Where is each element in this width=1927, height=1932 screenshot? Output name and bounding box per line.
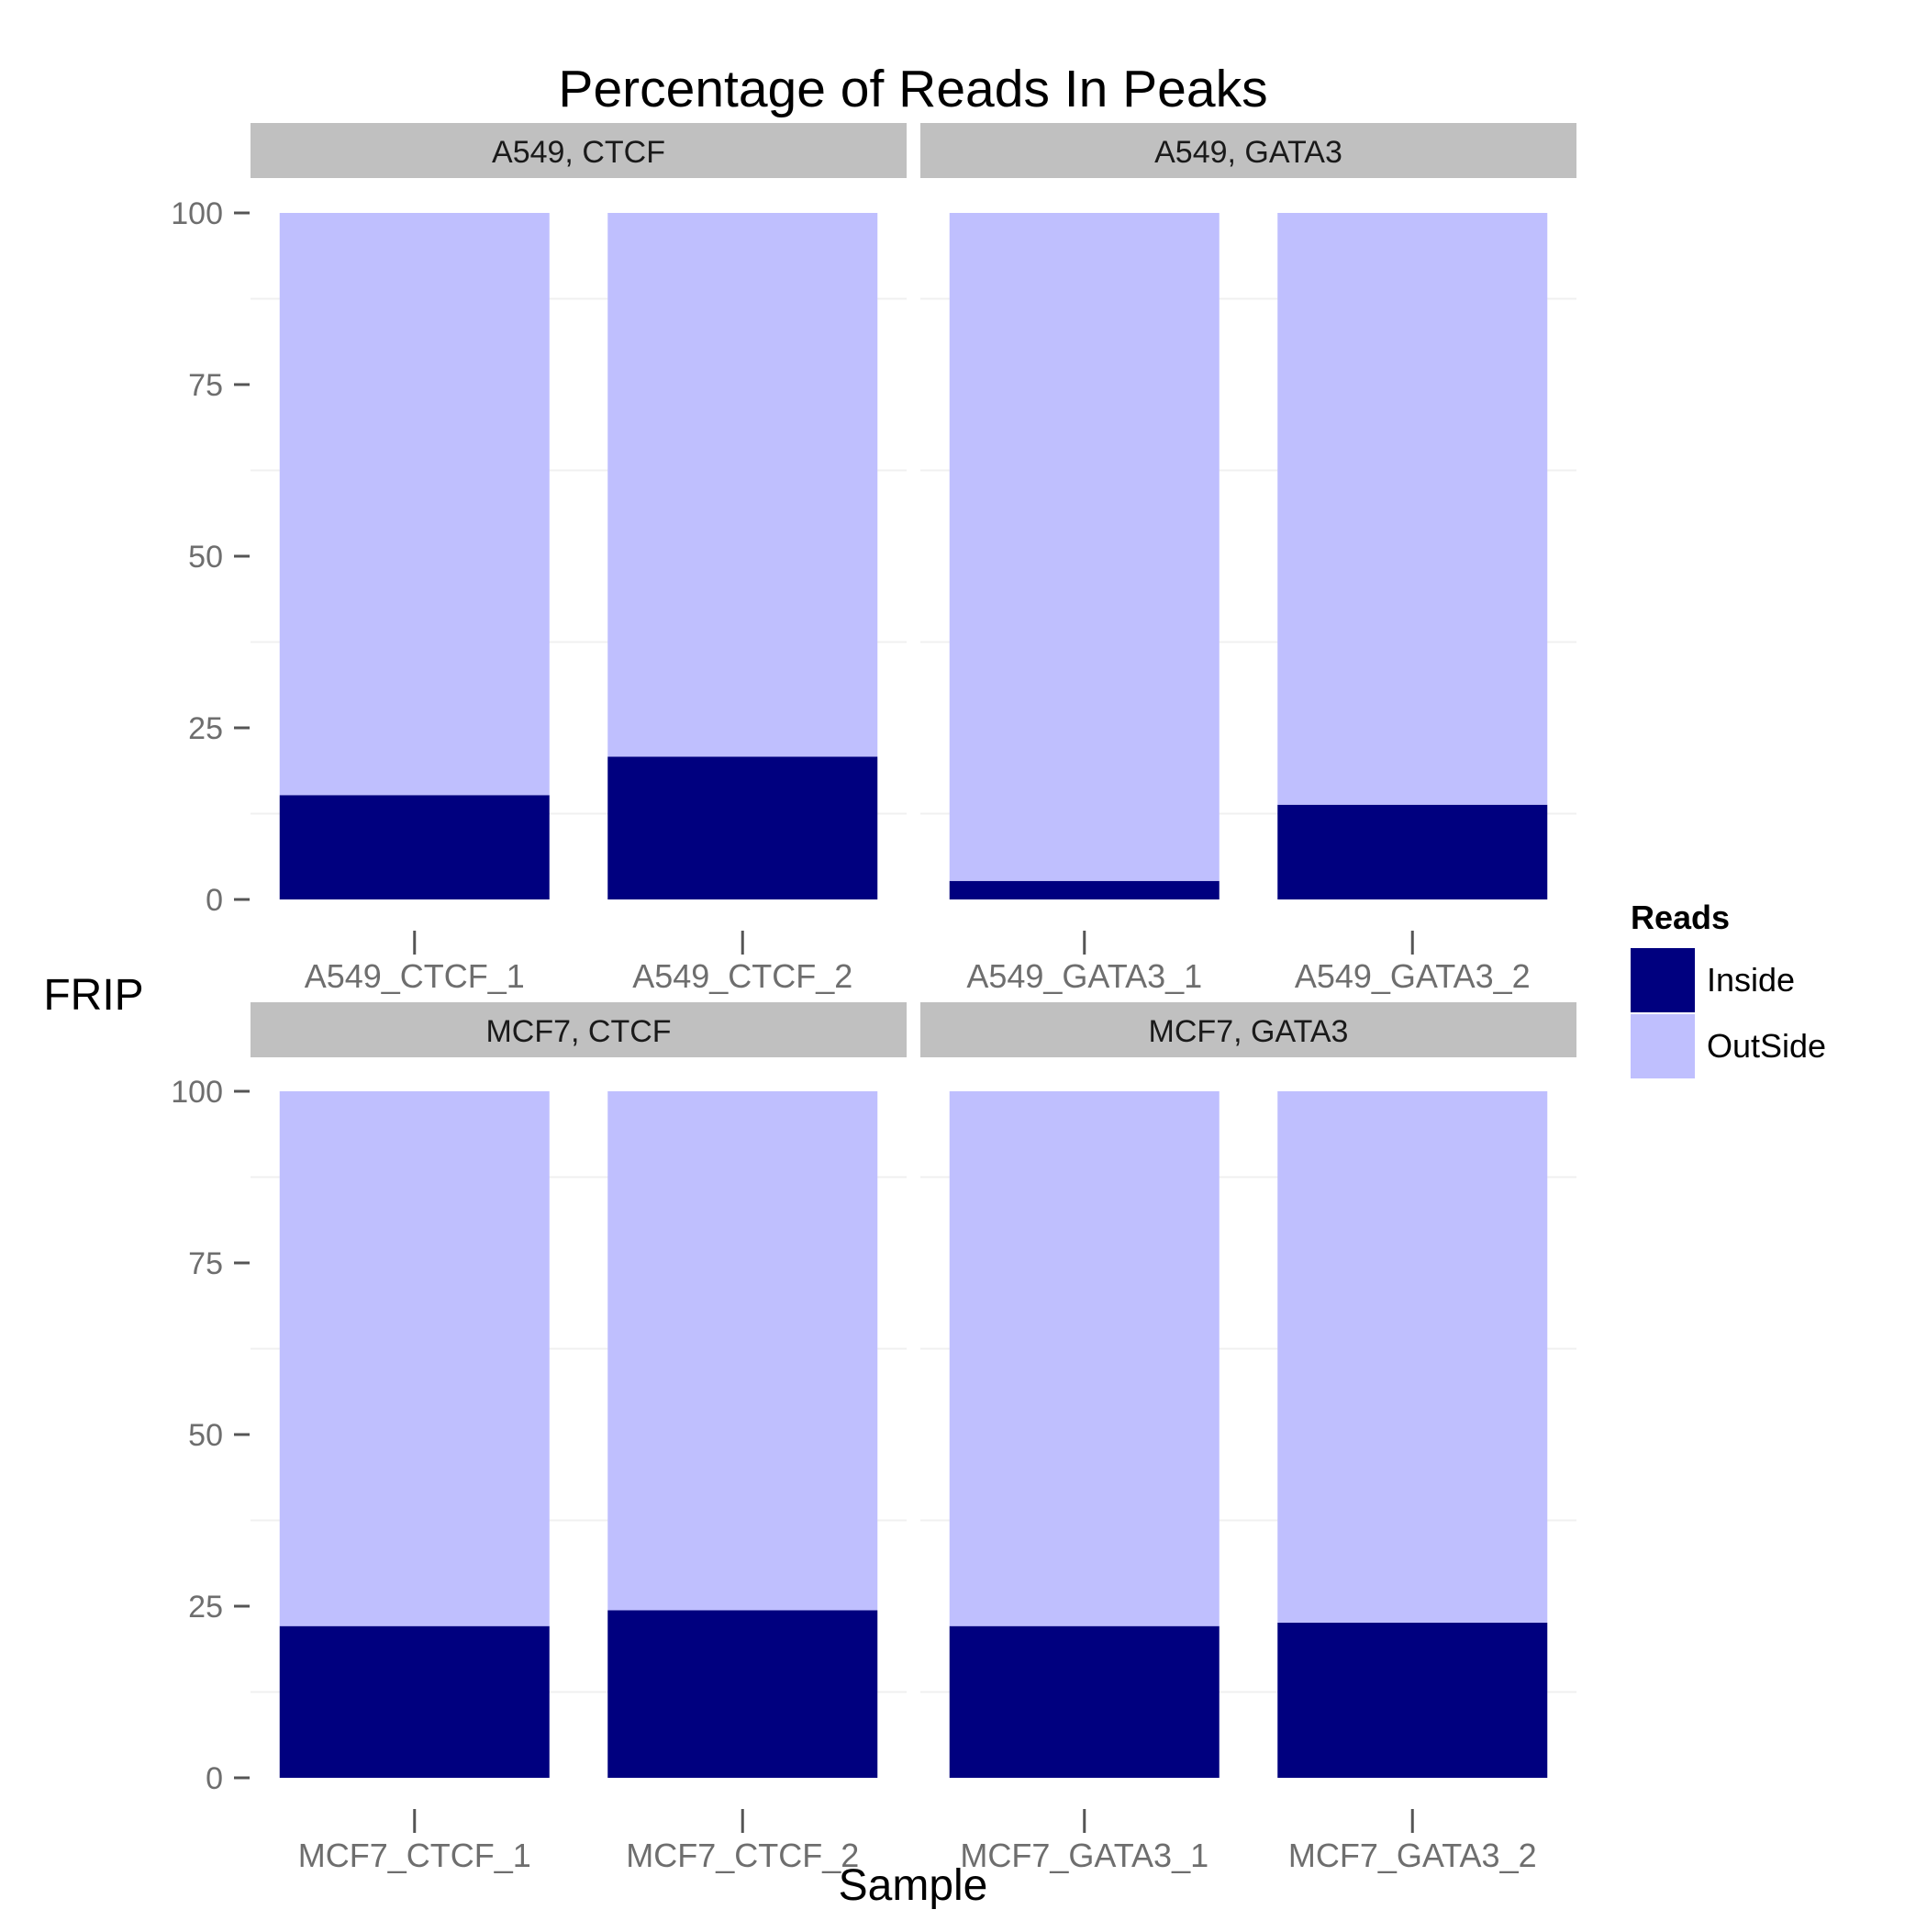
facet-strip: [920, 123, 1576, 178]
y-tick-label: 0: [206, 1761, 223, 1796]
x-tick-label: A549_CTCF_1: [305, 957, 525, 995]
bar-outside: [949, 213, 1220, 881]
y-tick-label: 100: [171, 1075, 223, 1110]
panels-group: A549, CTCF 0 25 50 75 100 A549_CTCF_1 A549_CTCF…: [171, 123, 1576, 1874]
x-tick-label: MCF7_GATA3_2: [1288, 1837, 1537, 1874]
facet-panel: MCF7, GATA3 MCF7_GATA3_1 MCF7_GATA3_2: [920, 1002, 1576, 1874]
x-axis-label: Sample: [839, 1861, 988, 1910]
y-tick-label: 0: [206, 883, 223, 918]
legend-key-outside: [1631, 1014, 1695, 1078]
x-tick-label: MCF7_CTCF_2: [626, 1837, 859, 1874]
facet-panel: MCF7, CTCF 0 25 50 75 100 MCF7_CTCF_1 MCF7_CTCF…: [171, 1002, 907, 1874]
bar-inside: [949, 880, 1220, 899]
facet-strip: [920, 1002, 1576, 1057]
bar-inside: [607, 756, 878, 899]
y-tick-label: 75: [188, 368, 223, 403]
bar-inside: [1277, 804, 1548, 899]
chart-title: Percentage of Reads In Peaks: [558, 60, 1267, 118]
bar-inside: [279, 1625, 550, 1778]
legend-label: Inside: [1707, 961, 1795, 999]
x-tick-label: A549_GATA3_2: [1295, 957, 1531, 995]
bar-outside: [949, 1091, 1220, 1626]
y-tick-label: 50: [188, 540, 223, 575]
facet-strip: [251, 1002, 907, 1057]
y-tick-label: 25: [188, 1590, 223, 1625]
bar-outside: [279, 1091, 550, 1626]
y-tick-label: 25: [188, 711, 223, 746]
y-tick-label: 75: [188, 1246, 223, 1281]
y-axis-label: FRIP: [43, 971, 143, 1020]
facet-strip: [251, 123, 907, 178]
facet-strip-label: A549, CTCF: [492, 135, 665, 170]
x-tick-label: A549_CTCF_2: [632, 957, 852, 995]
bar-outside: [607, 1091, 878, 1611]
legend: Reads Inside OutSide: [1631, 899, 1826, 1078]
facet-strip-label: MCF7, CTCF: [485, 1014, 671, 1049]
facet-panel: A549, CTCF 0 25 50 75 100 A549_CTCF_1 A549_CTCF…: [171, 123, 907, 995]
facet-panel: A549, GATA3 A549_GATA3_1 A549_GATA3_2: [920, 123, 1576, 995]
bar-outside: [607, 213, 878, 757]
legend-key-inside: [1631, 948, 1695, 1012]
legend-label: OutSide: [1707, 1027, 1826, 1065]
y-tick-label: 50: [188, 1418, 223, 1453]
bar-inside: [607, 1610, 878, 1778]
facet-strip-label: MCF7, GATA3: [1149, 1014, 1349, 1049]
facet-strip-label: A549, GATA3: [1154, 135, 1342, 170]
x-tick-label: A549_GATA3_1: [966, 957, 1202, 995]
bar-outside: [1277, 1091, 1548, 1623]
bar-inside: [279, 795, 550, 899]
bar-inside: [1277, 1622, 1548, 1778]
legend-title: Reads: [1631, 899, 1730, 936]
x-tick-label: MCF7_GATA3_1: [960, 1837, 1209, 1874]
bar-inside: [949, 1625, 1220, 1778]
y-tick-label: 100: [171, 196, 223, 231]
bar-outside: [279, 213, 550, 796]
bar-outside: [1277, 213, 1548, 805]
x-tick-label: MCF7_CTCF_1: [298, 1837, 531, 1874]
